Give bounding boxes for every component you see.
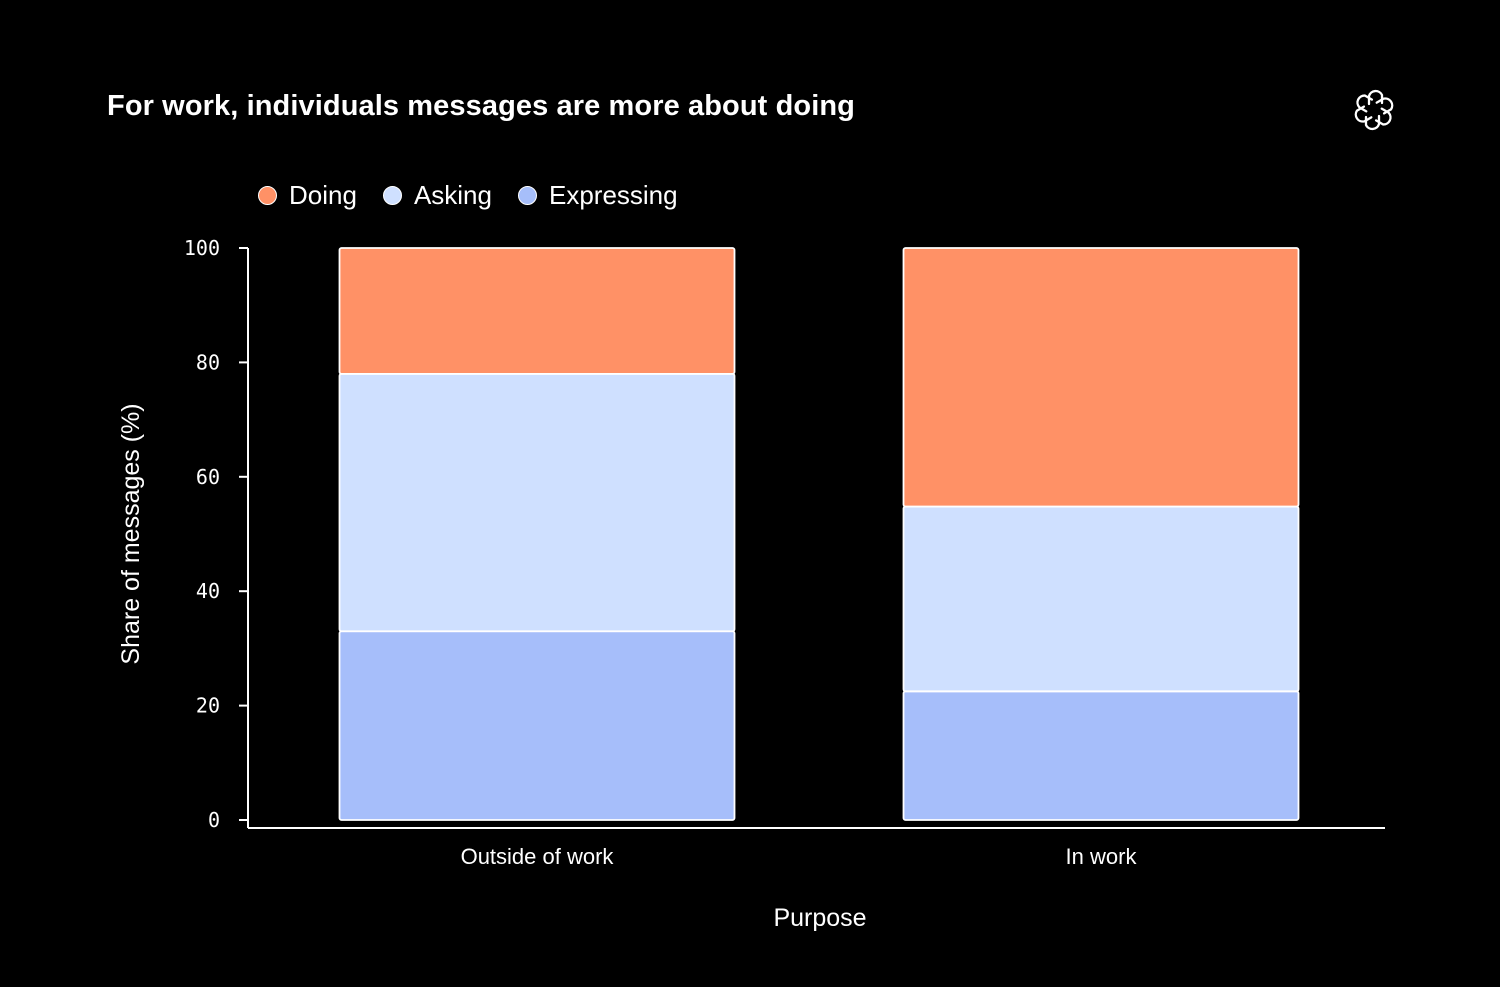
y-tick-label-0: 0 (208, 808, 220, 832)
x-tick-label-in-work: In work (1066, 844, 1138, 869)
y-tick-label-80: 80 (196, 350, 220, 374)
bar-in-work-asking (902, 505, 1300, 693)
x-tick-label-outside-of-work: Outside of work (461, 844, 615, 869)
y-tick-label-100: 100 (184, 236, 220, 260)
chart-title: For work, individuals messages are more … (107, 90, 855, 122)
x-axis-title: Purpose (773, 904, 866, 932)
legend-swatch-expressing (517, 186, 537, 205)
bar-outside-of-work-expressing (338, 630, 736, 821)
chart-legend: Doing Asking Expressing (258, 180, 704, 211)
openai-logo-icon (1352, 88, 1396, 132)
y-tick-label-20: 20 (196, 694, 220, 718)
bar-outside-of-work-asking (338, 372, 736, 633)
bar-outside-of-work-doing (338, 247, 736, 375)
legend-item-asking: Asking (382, 180, 492, 211)
legend-item-doing: Doing (258, 180, 357, 211)
legend-swatch-doing (258, 186, 277, 205)
bar-in-work-doing (902, 247, 1300, 508)
legend-swatch-asking (382, 186, 402, 205)
legend-item-expressing: Expressing (517, 180, 678, 211)
legend-label-expressing: Expressing (548, 180, 678, 210)
legend-label-asking: Asking (413, 180, 492, 210)
y-axis-title: Share of messages (%) (117, 403, 145, 664)
y-tick-label-40: 40 (196, 579, 220, 603)
y-tick-label-60: 60 (196, 465, 220, 489)
bar-in-work-expressing (902, 690, 1300, 821)
legend-label-doing: Doing (289, 180, 357, 210)
openai-logo-graphic (1354, 89, 1394, 131)
